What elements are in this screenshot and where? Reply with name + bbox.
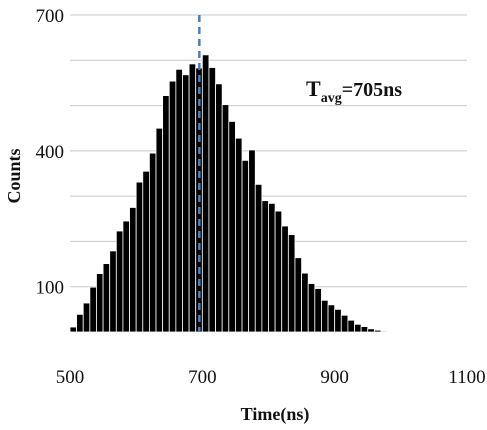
x-tick-label: 700 <box>188 367 217 388</box>
histogram-bar <box>287 234 296 333</box>
x-tick-label: 1100 <box>448 367 485 388</box>
histogram-bar <box>168 80 177 333</box>
histogram-bar <box>367 328 375 333</box>
histogram-bar <box>334 308 342 333</box>
histogram-bar <box>261 200 269 333</box>
histogram-bar <box>175 68 183 333</box>
histogram-bar <box>162 95 170 333</box>
histogram-bar <box>76 313 84 333</box>
histogram-bar <box>314 288 322 333</box>
histogram-bar <box>69 326 78 333</box>
histogram-bar <box>281 225 289 333</box>
histogram-bar <box>109 250 117 333</box>
histogram-bar <box>235 137 243 333</box>
histogram-bar <box>102 263 111 333</box>
histogram-bar <box>182 74 190 333</box>
x-tick-label: 900 <box>320 367 349 388</box>
histogram-bar <box>274 210 283 333</box>
x-tick-label: 500 <box>56 367 85 388</box>
histogram-bar <box>115 230 124 333</box>
histogram-bar <box>155 127 164 333</box>
histogram-bar <box>301 272 309 333</box>
histogram-bar <box>248 149 256 333</box>
mean-annotation: Tavg=705ns <box>306 76 402 106</box>
histogram-bar <box>89 286 97 333</box>
annotation-base: T <box>306 76 321 101</box>
histogram-bar <box>268 202 276 333</box>
histogram-bar <box>347 319 355 333</box>
histogram-bar <box>254 183 263 333</box>
histogram-bar <box>96 273 104 333</box>
histogram-bar <box>221 104 230 333</box>
histogram-bar <box>148 152 157 333</box>
histogram-bar <box>307 283 316 333</box>
histogram-bar <box>201 54 210 333</box>
histogram-bar <box>360 326 369 333</box>
histogram-bar <box>82 302 91 333</box>
histogram-bar <box>208 67 216 333</box>
x-axis-title: Time(ns) <box>241 404 310 425</box>
annotation-subscript: avg <box>321 91 342 106</box>
histogram-bar <box>380 330 389 333</box>
histogram-bar <box>321 299 329 333</box>
histogram-bar <box>142 170 150 333</box>
histogram-bar <box>122 220 130 333</box>
histogram-bar <box>228 121 236 333</box>
histogram-bar <box>215 83 223 333</box>
annotation-value: =705ns <box>342 79 403 101</box>
histogram-bar <box>327 304 336 333</box>
histogram-bar <box>294 257 302 333</box>
histogram-bar <box>188 63 197 333</box>
y-tick-label: 100 <box>36 278 65 299</box>
histogram-bar <box>129 207 137 333</box>
y-tick-label: 700 <box>36 6 65 27</box>
histogram-bar <box>241 159 250 333</box>
histogram-bar <box>354 323 362 333</box>
histogram-bar <box>135 181 144 333</box>
y-axis-title: Counts <box>4 148 24 203</box>
histogram-bar <box>340 314 349 333</box>
y-tick-label: 400 <box>36 142 65 163</box>
histogram-bar <box>373 329 382 333</box>
